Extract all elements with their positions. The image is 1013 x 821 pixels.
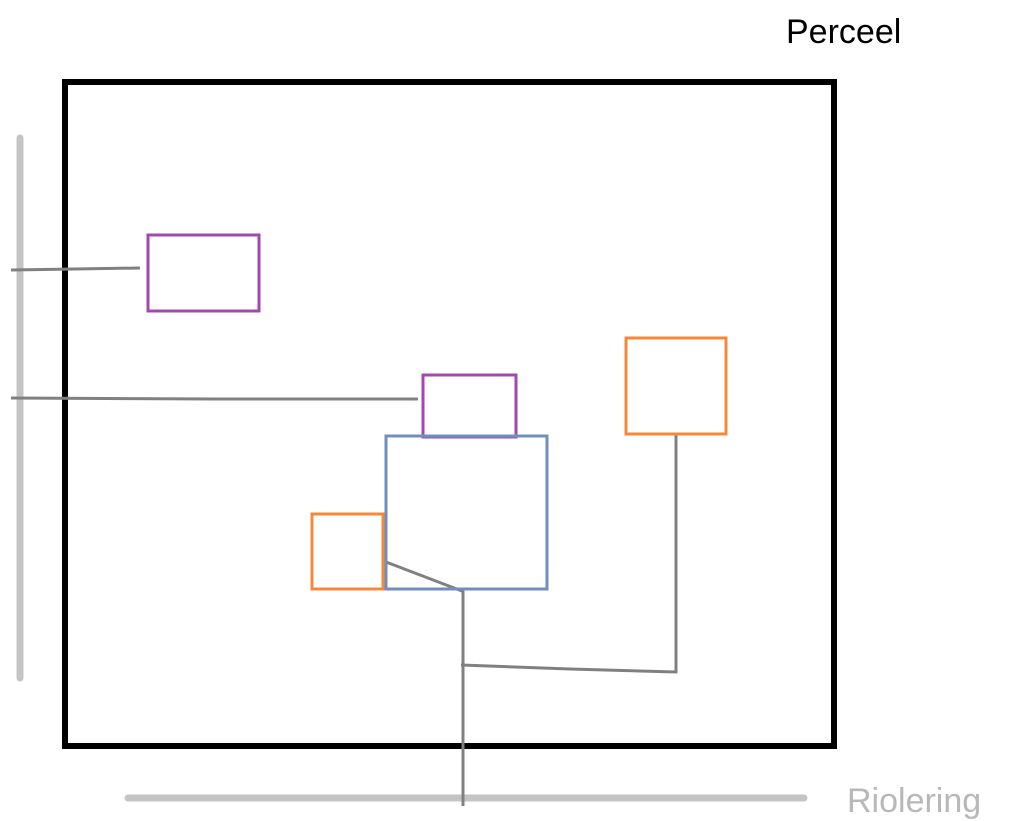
purple-box-top-left: [146, 233, 261, 313]
purple-box-center: [421, 373, 518, 439]
pipe-diagonal-connection: [385, 560, 463, 593]
parcel-boundary: [62, 79, 837, 749]
sewer-label: Riolering: [847, 782, 981, 820]
blue-box-center: [384, 434, 549, 591]
pipe-middle-connection: [10, 396, 418, 401]
parcel-label: Perceel: [786, 13, 901, 51]
orange-box-right: [624, 336, 728, 436]
pipe-upper-connection: [10, 266, 141, 272]
pipe-branch-horizontal: [460, 663, 678, 674]
orange-box-left: [310, 512, 385, 591]
